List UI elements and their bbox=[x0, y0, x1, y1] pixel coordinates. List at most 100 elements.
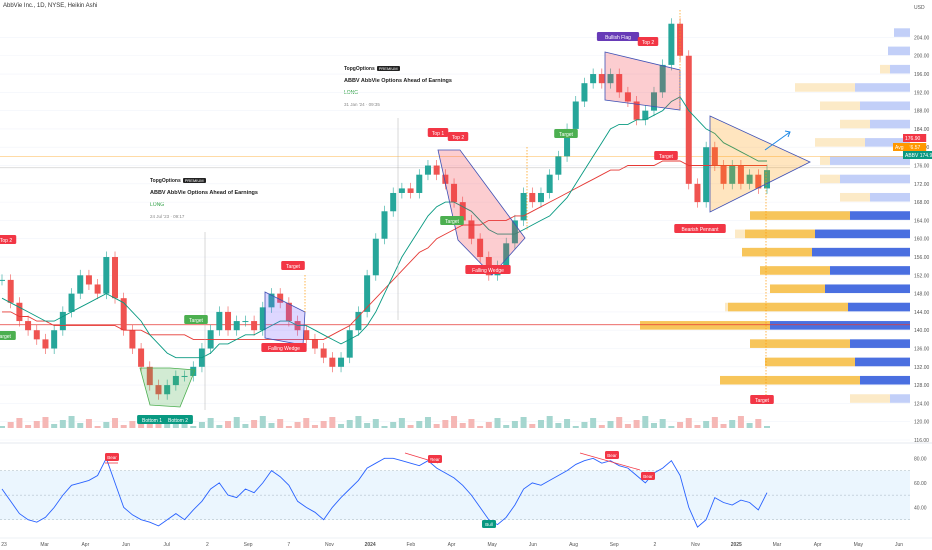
volume-bar bbox=[94, 426, 101, 428]
bearish-pennant bbox=[709, 115, 811, 213]
pattern-label-bg bbox=[637, 37, 659, 46]
candle-body bbox=[720, 165, 727, 184]
volume-bar bbox=[33, 421, 40, 428]
candle-body bbox=[112, 257, 119, 299]
time-tick-label: Apr bbox=[448, 542, 456, 548]
idea-card-2[interactable]: TopgOptions PREMIUM ABBV AbbVie Options A… bbox=[344, 66, 454, 107]
profile-bar-down bbox=[742, 247, 812, 257]
rsi-tick-label: 40.00 bbox=[914, 505, 927, 511]
volume-bar bbox=[303, 418, 310, 428]
candle-body bbox=[225, 311, 232, 331]
candle-body bbox=[572, 101, 579, 129]
candle-body bbox=[233, 321, 240, 331]
volume-bar bbox=[755, 419, 762, 428]
candle-body bbox=[511, 220, 518, 244]
candle-body bbox=[729, 165, 736, 184]
volume-bar bbox=[642, 416, 649, 428]
profile-bar-down bbox=[770, 284, 825, 294]
candle-body bbox=[277, 293, 284, 303]
pattern-label: Target bbox=[445, 219, 460, 225]
candle-body bbox=[77, 275, 84, 294]
price-tick-label: 132.00 bbox=[914, 365, 930, 371]
candle-body bbox=[433, 165, 440, 175]
volume-bar bbox=[251, 420, 258, 428]
candle-body bbox=[685, 55, 692, 184]
volume-bar bbox=[711, 417, 718, 428]
candle-body bbox=[0, 279, 5, 281]
volume-bar bbox=[424, 417, 431, 428]
time-tick-label: 7 bbox=[287, 542, 290, 548]
volume-bar bbox=[259, 416, 266, 428]
volume-bar bbox=[633, 420, 640, 428]
candle-body bbox=[598, 74, 605, 84]
time-tick-label: Apr bbox=[814, 542, 822, 548]
profile-bar-up bbox=[812, 247, 910, 257]
volume-bar bbox=[590, 418, 597, 428]
candle-body bbox=[338, 357, 345, 367]
falling-wedge-2 bbox=[437, 149, 526, 276]
divergence-label-bg bbox=[105, 453, 119, 461]
volume-bar bbox=[207, 418, 214, 428]
profile-bar-down bbox=[840, 192, 870, 202]
volume-bar bbox=[546, 416, 553, 428]
profile-bar-down bbox=[765, 357, 855, 367]
price-tick-label: 196.00 bbox=[914, 72, 930, 78]
volume-bar bbox=[390, 422, 397, 428]
price-tick-label: 144.00 bbox=[914, 310, 930, 316]
profile-bar-down bbox=[880, 64, 890, 74]
price-tick-label: 176.00 bbox=[914, 164, 930, 170]
pattern-label: Target bbox=[755, 398, 770, 404]
volume-profile bbox=[0, 28, 910, 403]
profile-bar-up bbox=[860, 375, 910, 385]
price-tick-label: 140.00 bbox=[914, 328, 930, 334]
divergence-label-bg bbox=[482, 520, 496, 528]
volume-bar bbox=[477, 426, 484, 428]
volume-bar bbox=[381, 426, 388, 428]
candle-body bbox=[546, 174, 553, 193]
price-tick-label: 120.00 bbox=[914, 420, 930, 426]
moving-averages bbox=[1, 96, 767, 359]
candle-body bbox=[216, 311, 223, 331]
time-tick-label: Jul bbox=[164, 542, 170, 548]
candle-body bbox=[555, 156, 562, 175]
candle-body bbox=[42, 339, 49, 349]
divergence-label: Bear bbox=[107, 455, 117, 460]
pattern-label: Bottom 1 bbox=[142, 418, 162, 424]
candle-body bbox=[94, 284, 101, 294]
profile-bar-down bbox=[750, 211, 850, 220]
volume-bar bbox=[720, 424, 727, 428]
candle-body bbox=[190, 366, 197, 376]
pattern-label-bg bbox=[163, 415, 193, 424]
volume-bar bbox=[572, 426, 579, 428]
time-axis: 23 Mar Apr Jun Jul 2 Sep 7 Nov 2024 Feb Apr May Jun Au… bbox=[0, 537, 932, 548]
pattern-label: Top 2 bbox=[0, 238, 12, 244]
price-tick-label: 164.00 bbox=[914, 218, 930, 224]
volume-bar bbox=[294, 422, 301, 428]
price-tick-label: 136.00 bbox=[914, 347, 930, 353]
candle-body bbox=[520, 192, 527, 221]
candle-body bbox=[7, 279, 14, 303]
profile-bar-up bbox=[850, 211, 910, 220]
pattern-label-bg bbox=[447, 132, 469, 141]
idea-date: 24 Jul '23 · 09:17 bbox=[150, 214, 185, 219]
price-tick-label: 188.00 bbox=[914, 109, 930, 115]
profile-bar-down bbox=[820, 156, 830, 165]
idea-card-1[interactable]: TopgOptions PREMIUM ABBV AbbVie Options A… bbox=[150, 178, 260, 219]
time-tick-label: Nov bbox=[691, 542, 700, 548]
time-tick-label: 2025 bbox=[731, 542, 742, 548]
premium-badge: PREMIUM bbox=[376, 66, 400, 71]
candle-body bbox=[537, 192, 544, 203]
time-tick-label: Mar bbox=[40, 542, 49, 548]
ma-line-ema-slow bbox=[2, 160, 767, 340]
volume-bar bbox=[112, 418, 119, 428]
price-tick-label: 204.00 bbox=[914, 35, 930, 41]
volume-bar bbox=[338, 424, 345, 428]
candle-body bbox=[303, 330, 310, 340]
candle-body bbox=[616, 74, 623, 93]
profile-bar-up bbox=[815, 229, 910, 239]
divergence-label: Bear bbox=[430, 457, 440, 462]
time-tick-label: Jun bbox=[895, 542, 903, 548]
candle-body bbox=[120, 298, 127, 331]
idea-title: ABBV AbbVie Options Ahead of Earnings bbox=[344, 78, 452, 84]
price-tag-bg bbox=[903, 151, 932, 159]
